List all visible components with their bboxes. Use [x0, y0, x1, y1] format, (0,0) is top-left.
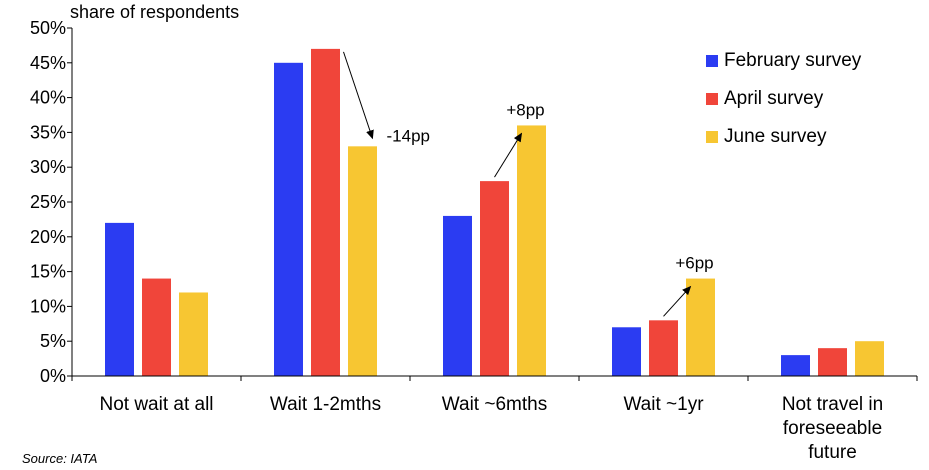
bar — [348, 146, 377, 376]
y-axis: 0% 5% 10% 15% 20% 25% 30% 35% 40% 45% 50% — [30, 18, 73, 386]
bar — [855, 341, 884, 376]
y-tick-label: 35% — [30, 122, 66, 142]
annotation-label: +6pp — [675, 254, 713, 273]
y-tick-label: 40% — [30, 88, 66, 108]
y-axis-label: share of respondents — [70, 2, 240, 22]
annotation-arrow — [663, 285, 692, 317]
legend-label-april: April survey — [724, 88, 824, 109]
y-tick-label: 15% — [30, 262, 66, 282]
y-tick-label: 0% — [40, 366, 66, 386]
annotations: -14pp +8pp +6pp — [343, 51, 714, 317]
bar — [649, 320, 678, 376]
legend-swatch-february — [706, 55, 718, 67]
legend-item-february: February survey — [706, 42, 861, 80]
bar — [274, 62, 303, 377]
x-tick-label: Wait ~6mths — [442, 394, 547, 415]
legend-swatch-april — [706, 93, 718, 105]
bar — [818, 348, 847, 376]
annotation-label: -14pp — [387, 126, 430, 145]
bar — [781, 355, 810, 376]
y-tick-label: 50% — [30, 18, 66, 38]
legend: February survey April survey June survey — [706, 42, 861, 156]
y-tick-label: 20% — [30, 227, 66, 247]
x-tick-label: Not travel in — [782, 394, 883, 415]
legend-item-april: April survey — [706, 80, 861, 118]
legend-label-february: February survey — [724, 50, 862, 71]
legend-swatch-june — [706, 131, 718, 143]
bar — [142, 278, 171, 376]
y-tick-label: 25% — [30, 192, 66, 212]
annotation-label: +8pp — [506, 100, 544, 119]
y-tick-label: 45% — [30, 53, 66, 73]
bar — [311, 48, 340, 376]
x-tick-label: foreseeable — [783, 418, 882, 439]
y-tick-label: 30% — [30, 157, 66, 177]
annotation-arrow — [343, 51, 374, 140]
bar — [179, 292, 208, 376]
x-tick-label: Wait 1-2mths — [270, 394, 381, 415]
legend-item-june: June survey — [706, 118, 861, 156]
y-tick-label: 5% — [40, 331, 66, 351]
bar — [443, 215, 472, 376]
annotation-arrow — [494, 132, 523, 178]
bar — [612, 327, 641, 376]
x-axis: Not wait at all Wait 1-2mths Wait ~6mths Wa… — [71, 375, 918, 463]
y-tick-label: 10% — [30, 296, 66, 316]
bar — [480, 181, 509, 376]
source-note: Source: IATA — [22, 451, 98, 466]
bar — [517, 125, 546, 376]
x-tick-label: future — [808, 442, 857, 463]
x-tick-label: Wait ~1yr — [623, 394, 704, 415]
bar — [105, 222, 134, 376]
legend-label-june: June survey — [724, 126, 827, 147]
bar — [686, 278, 715, 376]
bars — [105, 48, 884, 377]
x-tick-label: Not wait at all — [99, 394, 213, 415]
